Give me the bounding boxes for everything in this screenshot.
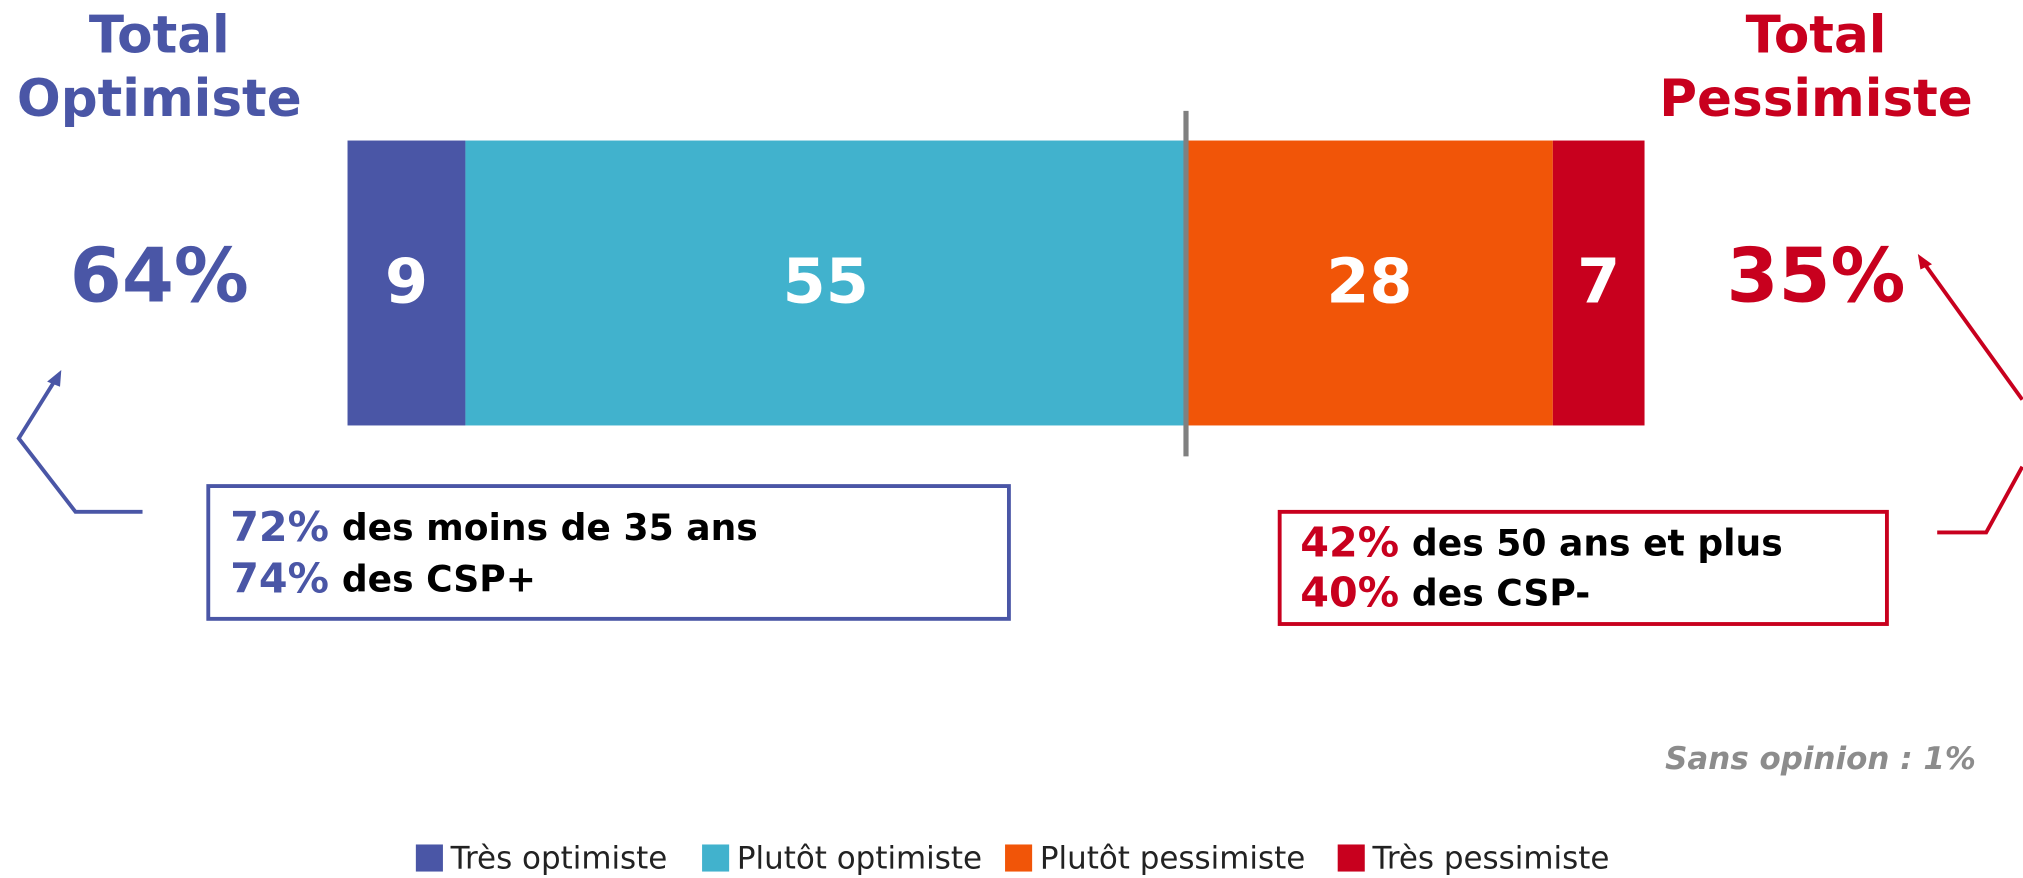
callout-pct: 74% [230,554,329,602]
bar-value-label: 55 [783,246,869,318]
callout-text: des CSP- [1412,573,1590,615]
callout-pct: 42% [1300,518,1399,566]
callout-text: des CSP+ [342,558,536,600]
total-title: Total [89,6,230,66]
callout-box [206,484,1011,621]
callout-line: 72% des moins de 35 ans [230,503,758,551]
total-title: Pessimiste [1659,69,1973,129]
arrow-left [16,375,143,514]
arrow-right [1937,465,2023,535]
arrowhead-right [1917,253,1933,270]
callout-text: des moins de 35 ans [342,507,758,549]
bar-segment [1552,140,1645,426]
bar-segment [1185,140,1553,426]
callout-pct: 72% [230,503,329,551]
bar-value-label: 9 [385,246,428,318]
bar-value-label: 7 [1577,246,1620,318]
callout-box [1277,509,1889,626]
legend-label: Très pessimiste [1371,840,1609,876]
callout-line: 74% des CSP+ [230,554,536,602]
callout-text: des 50 ans et plus [1412,522,1783,564]
total-value: 64% [70,233,249,320]
legend-swatch [1005,844,1033,872]
total-value: 35% [1727,233,1906,320]
legend-swatch [702,844,730,872]
callout-line: 42% des 50 ans et plus [1300,518,1782,566]
total-title: Total [1746,6,1887,66]
callout-pct: 40% [1300,569,1399,617]
callout-line: 40% des CSP- [1300,569,1590,617]
bar-segment [465,140,1186,426]
legend-label: Plutôt pessimiste [1040,840,1305,876]
total-title: Optimiste [17,69,302,129]
note: Sans opinion : 1% [1665,741,1976,777]
legend-label: Plutôt optimiste [737,840,982,876]
bar-value-label: 28 [1326,246,1412,318]
bar-segment [347,140,466,426]
legend-swatch [415,844,443,872]
legend-label: Très optimiste [450,840,668,876]
arrow-right-upper [1921,260,2023,401]
legend-swatch [1337,844,1365,872]
arrowhead-left [47,370,62,387]
